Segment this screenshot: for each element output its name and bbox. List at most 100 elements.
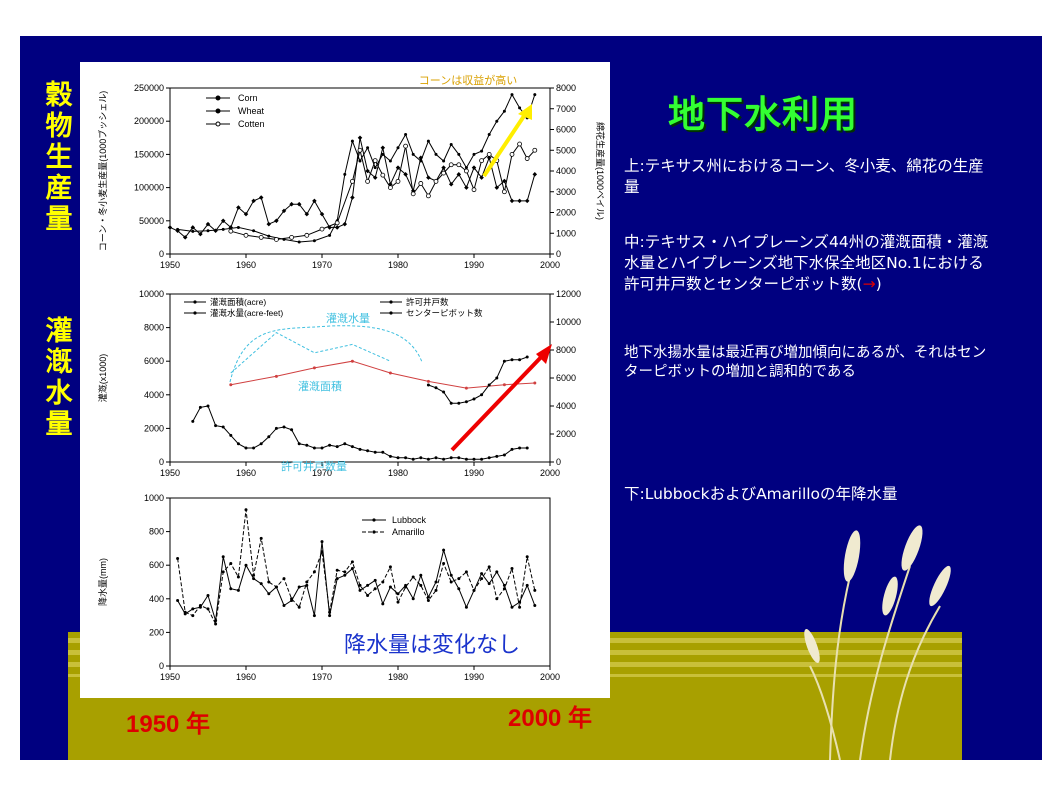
legend-marker bbox=[215, 121, 221, 127]
data-point bbox=[464, 605, 468, 609]
data-point bbox=[205, 221, 211, 227]
data-point bbox=[419, 573, 423, 577]
y2-tick-label: 2000 bbox=[556, 208, 576, 218]
legend-label: Lubbock bbox=[392, 515, 427, 525]
data-point bbox=[426, 139, 430, 143]
data-point bbox=[191, 419, 195, 423]
data-point bbox=[419, 456, 423, 460]
data-point bbox=[456, 162, 462, 168]
data-point bbox=[312, 446, 316, 450]
y-tick-label: 400 bbox=[149, 594, 164, 604]
data-point bbox=[480, 572, 484, 576]
y-tick-label: 200000 bbox=[134, 116, 164, 126]
year-end-label: 2000 年 bbox=[508, 705, 593, 732]
data-point bbox=[395, 178, 401, 184]
data-point bbox=[335, 568, 339, 572]
data-point bbox=[418, 181, 424, 186]
data-point bbox=[510, 567, 514, 571]
data-point bbox=[290, 428, 294, 432]
x-tick-label: 1970 bbox=[312, 672, 332, 682]
data-point bbox=[273, 237, 279, 242]
series-line-灌漑水量(acre-feet) bbox=[230, 331, 391, 374]
data-point bbox=[388, 159, 392, 163]
data-point bbox=[334, 225, 340, 230]
y-axis-label: 降水量(mm) bbox=[97, 558, 108, 606]
x-tick-label: 1990 bbox=[464, 260, 484, 270]
yellow-arrow-shaft bbox=[482, 108, 530, 178]
x-tick-label: 1980 bbox=[388, 260, 408, 270]
x-tick-label: 2000 bbox=[540, 260, 560, 270]
y2-tick-label: 0 bbox=[556, 457, 561, 467]
x-tick-label: 1990 bbox=[464, 468, 484, 478]
data-point bbox=[464, 570, 468, 574]
y2-tick-label: 3000 bbox=[556, 187, 576, 197]
y2-tick-label: 8000 bbox=[556, 345, 576, 355]
data-point bbox=[510, 93, 514, 97]
data-point bbox=[182, 235, 188, 240]
data-point bbox=[524, 198, 530, 204]
data-point bbox=[206, 404, 210, 408]
data-point bbox=[449, 573, 453, 577]
data-point bbox=[206, 607, 210, 611]
y-tick-label: 2000 bbox=[144, 423, 164, 433]
data-point bbox=[365, 178, 371, 184]
data-point bbox=[518, 605, 522, 609]
data-point bbox=[495, 376, 499, 380]
y-tick-label: 0 bbox=[159, 249, 164, 259]
data-point bbox=[267, 592, 271, 596]
data-point bbox=[517, 141, 523, 147]
data-point bbox=[411, 152, 415, 156]
data-point bbox=[495, 454, 499, 458]
data-point bbox=[305, 443, 309, 447]
data-point bbox=[350, 445, 354, 449]
data-point bbox=[176, 556, 180, 560]
data-point bbox=[388, 565, 392, 569]
data-point bbox=[441, 170, 447, 176]
data-point bbox=[502, 109, 506, 113]
data-point bbox=[464, 386, 468, 390]
data-point bbox=[350, 359, 354, 363]
data-point bbox=[350, 567, 354, 571]
data-point bbox=[304, 232, 310, 238]
data-point bbox=[289, 201, 294, 207]
y2-tick-label: 2000 bbox=[556, 429, 576, 439]
y2-tick-label: 7000 bbox=[556, 104, 576, 114]
data-point bbox=[434, 386, 438, 390]
data-point bbox=[472, 588, 476, 592]
data-point bbox=[305, 580, 309, 584]
data-point bbox=[471, 187, 477, 193]
data-point bbox=[328, 443, 332, 447]
data-point bbox=[373, 166, 377, 170]
data-point bbox=[426, 457, 430, 461]
data-point bbox=[372, 158, 378, 164]
data-point bbox=[433, 178, 439, 184]
data-point bbox=[449, 456, 453, 460]
y-tick-label: 100000 bbox=[134, 183, 164, 193]
data-point bbox=[426, 383, 430, 387]
data-point bbox=[373, 578, 377, 582]
data-point bbox=[312, 570, 316, 574]
data-point bbox=[518, 106, 522, 110]
data-point bbox=[206, 593, 210, 597]
data-point bbox=[274, 585, 278, 589]
y-tick-label: 4000 bbox=[144, 390, 164, 400]
data-point bbox=[343, 570, 347, 574]
data-point bbox=[502, 359, 506, 363]
y-axis-label: 灌漑(x1000) bbox=[97, 354, 108, 403]
data-point bbox=[396, 600, 400, 604]
data-point bbox=[366, 146, 370, 150]
data-point bbox=[480, 457, 484, 461]
data-point bbox=[442, 548, 446, 552]
data-point bbox=[419, 583, 423, 587]
data-point bbox=[501, 189, 507, 195]
data-point bbox=[457, 587, 461, 591]
data-point bbox=[494, 185, 500, 190]
y-tick-label: 0 bbox=[159, 457, 164, 467]
legend-label: 許可井戸数 bbox=[406, 297, 449, 307]
data-point bbox=[274, 374, 278, 378]
annotation-no-change: 降水量は変化なし bbox=[344, 632, 520, 657]
data-point bbox=[320, 540, 324, 544]
data-point bbox=[274, 426, 278, 430]
red-arrow-head bbox=[536, 344, 552, 364]
data-point bbox=[297, 585, 301, 589]
